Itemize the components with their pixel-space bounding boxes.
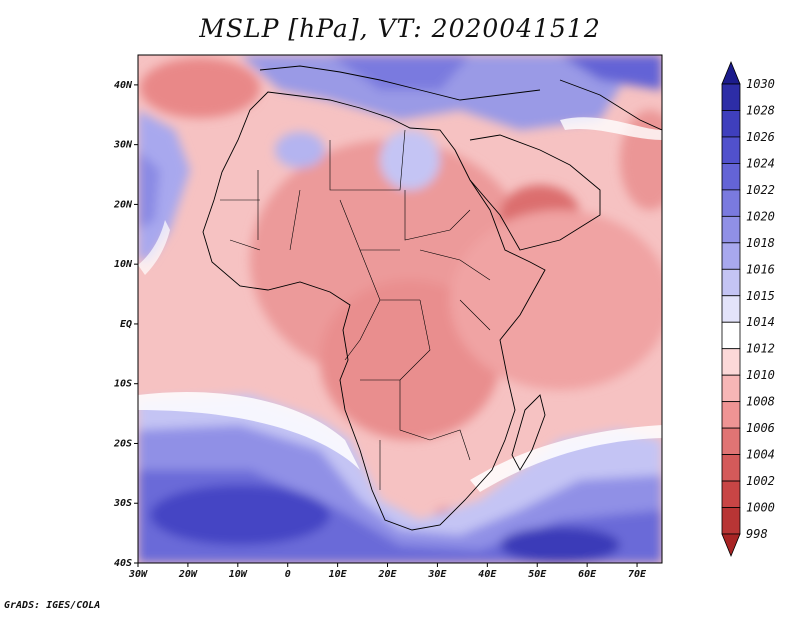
- colorbar-swatch: [721, 295, 741, 323]
- colorbar-level-label: 1012: [746, 342, 775, 356]
- lat-tick-label: 20N: [113, 199, 133, 210]
- colorbar-level-label: 1024: [746, 156, 775, 170]
- lon-tick-label: 60E: [578, 569, 597, 580]
- colorbar-swatch: [721, 242, 741, 270]
- lat-tick-label: EQ: [120, 319, 132, 330]
- map-title: MSLP [hPa], VT: 2020041512: [199, 14, 601, 43]
- colorbar-bottom-triangle: [721, 533, 741, 558]
- colorbar-level-label: 1016: [746, 262, 775, 276]
- lon-tick-label: 30W: [128, 569, 148, 580]
- colorbar-level-label: 998: [746, 527, 768, 541]
- colorbar-level-label: 1000: [746, 501, 775, 515]
- colorbar-swatch: [721, 110, 741, 138]
- lon-tick-label: 30E: [427, 569, 447, 580]
- colorbar-level-label: 1015: [746, 289, 775, 303]
- colorbar-level-label: 1028: [746, 103, 775, 117]
- lat-tick-label: 30N: [113, 140, 133, 151]
- lat-tick-label: 40S: [114, 558, 132, 569]
- pressure-field: [138, 55, 662, 563]
- colorbar-level-label: 1030: [746, 77, 775, 91]
- lon-tick-label: 20W: [178, 569, 198, 580]
- lat-tick-label: 40N: [114, 80, 133, 91]
- colorbar-level-label: 1026: [746, 130, 775, 144]
- lon-tick-label: 0: [285, 569, 291, 580]
- colorbar-swatch: [721, 163, 741, 191]
- lon-tick-label: 50E: [528, 569, 547, 580]
- colorbar-swatch: [721, 401, 741, 429]
- colorbar-swatch: [721, 507, 741, 535]
- colorbar-swatch: [721, 480, 741, 508]
- colorbar-swatch: [721, 189, 741, 217]
- map-axes: 30W 20W 10W 0 10E 20E 30E 40E 50E 60E 70E 40N 30N 20N…: [113, 80, 647, 580]
- colorbar-swatch: [721, 374, 741, 403]
- colorbar-level-label: 1006: [746, 421, 775, 435]
- colorbar-level-label: 1020: [746, 209, 775, 223]
- colorbar-swatch: [721, 321, 741, 350]
- coastlines: [202, 65, 662, 531]
- colorbar-swatch: [721, 83, 741, 111]
- plot-frame: [137, 54, 663, 564]
- lon-tick-label: 10W: [229, 569, 248, 580]
- colorbar-top-triangle: [721, 60, 741, 85]
- lon-tick-label: 20E: [377, 569, 397, 580]
- colorbar-swatch: [721, 454, 741, 482]
- colorbar-level-label: 1010: [746, 368, 775, 382]
- lat-tick-label: 10S: [114, 379, 132, 390]
- lon-tick-label: 70E: [628, 569, 647, 580]
- lat-tick-label: 20S: [113, 438, 132, 449]
- colorbar-level-label: 1018: [746, 236, 775, 250]
- lat-tick-label: 30S: [113, 498, 132, 509]
- footer-credit: GrADS: IGES/COLA: [4, 600, 101, 611]
- colorbar-swatch: [721, 268, 741, 297]
- colorbar-level-label: 1004: [746, 448, 775, 462]
- colorbar-swatch: [721, 215, 741, 244]
- colorbar-level-label: 1022: [746, 183, 775, 197]
- colorbar: 1030 1028 1026 1024 1022 1020 1018 1016 1015 1014…: [721, 60, 775, 558]
- colorbar-swatch: [721, 136, 741, 164]
- colorbar-swatch: [721, 427, 741, 455]
- lat-tick-label: 10N: [114, 259, 133, 270]
- colorbar-level-label: 1002: [746, 474, 775, 488]
- colorbar-level-label: 1008: [746, 395, 775, 409]
- colorbar-swatch: [721, 348, 741, 376]
- lon-tick-label: 10E: [329, 569, 348, 580]
- lon-tick-label: 40E: [478, 569, 497, 580]
- colorbar-level-label: 1014: [746, 315, 775, 329]
- country-borders: [220, 129, 491, 490]
